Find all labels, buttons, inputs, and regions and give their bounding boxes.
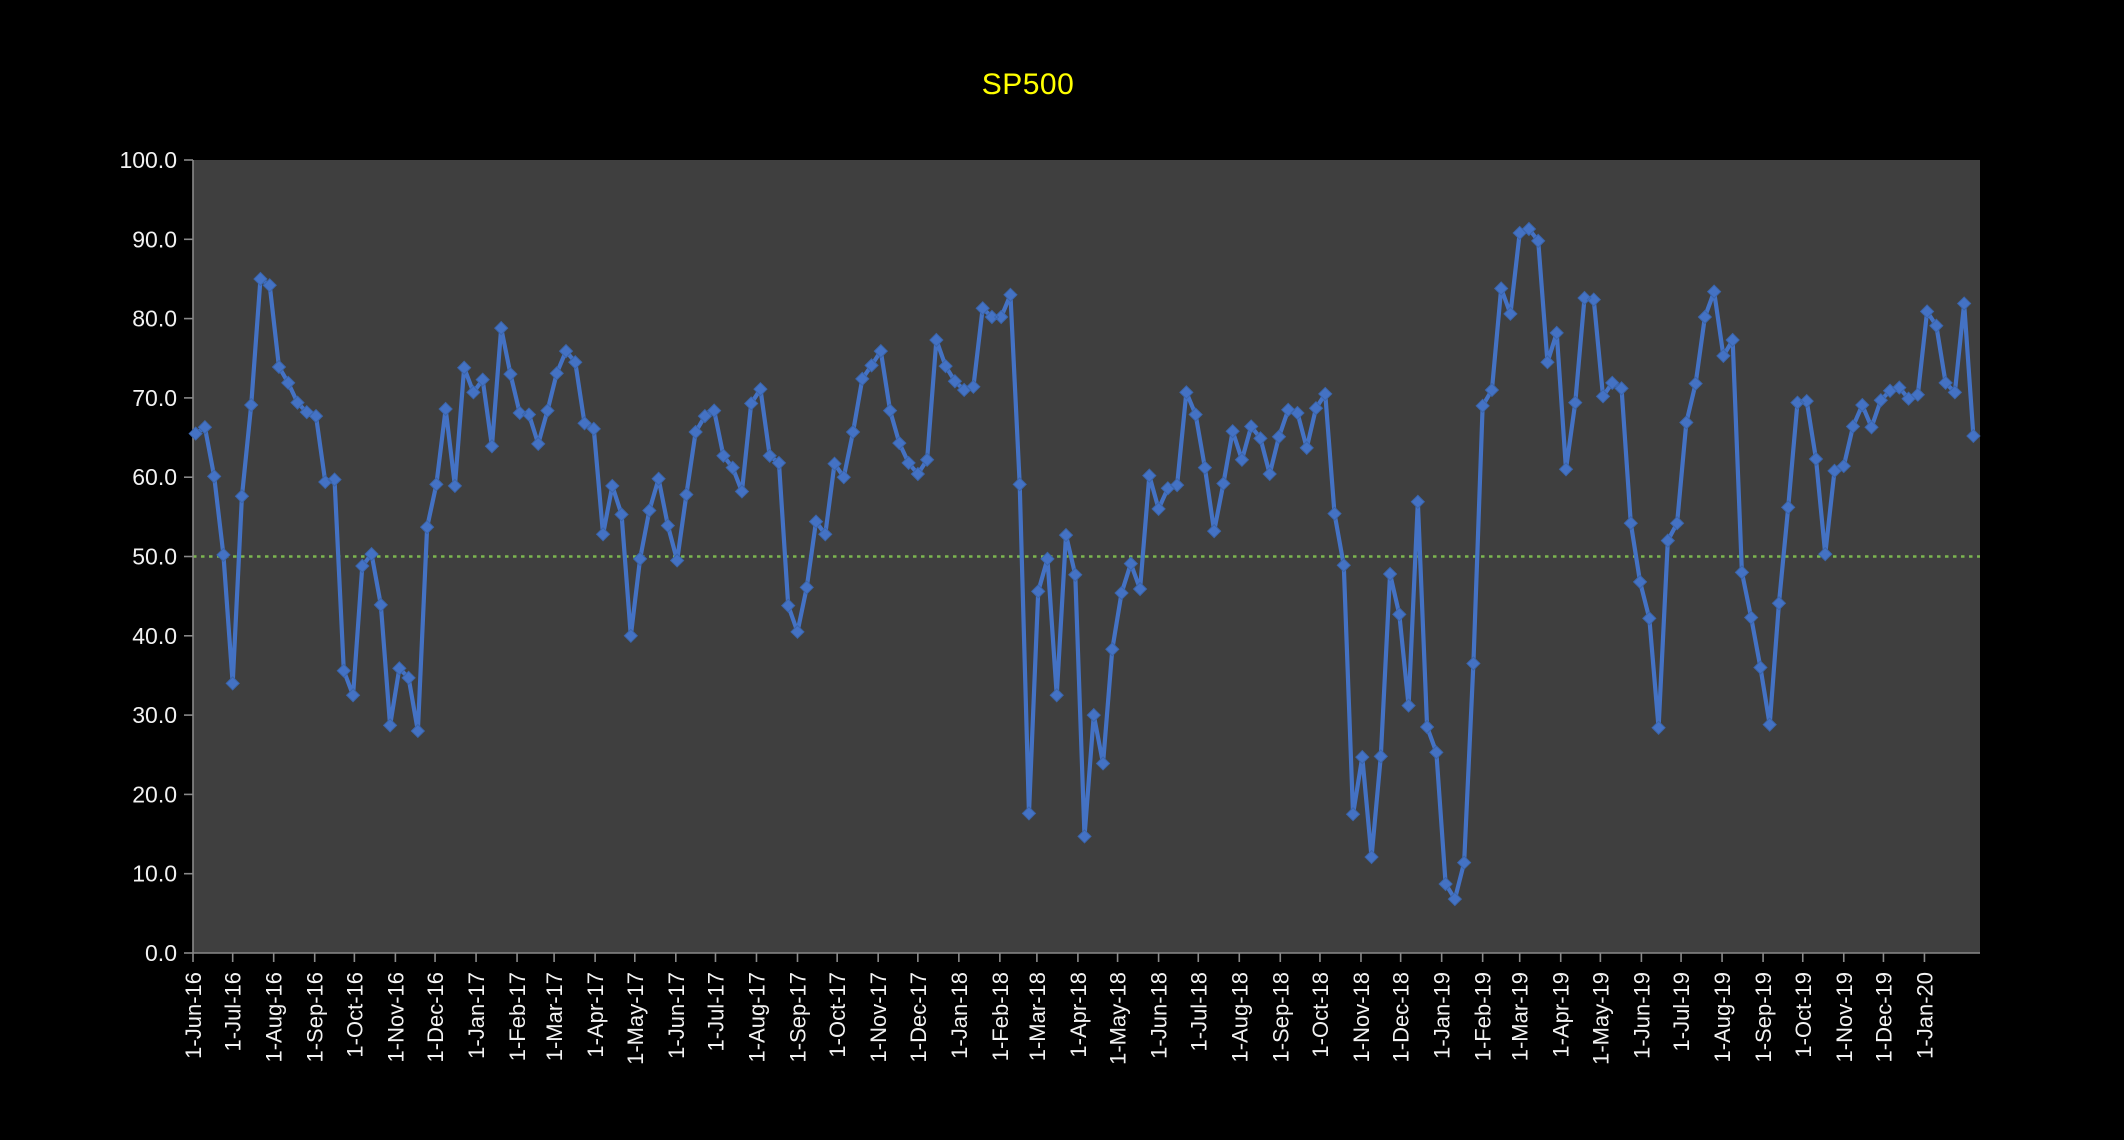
x-axis-tick-label: 1-Nov-19 [1832, 972, 1857, 1062]
y-axis-tick-label: 0.0 [145, 940, 177, 966]
x-axis-tick-label: 1-Nov-17 [866, 972, 891, 1062]
y-axis-tick-label: 80.0 [132, 306, 177, 332]
x-axis-tick-label: 1-Mar-17 [542, 972, 567, 1061]
x-axis-tick-label: 1-Jul-19 [1669, 972, 1694, 1051]
y-axis-tick-label: 40.0 [132, 623, 177, 649]
x-axis-tick-label: 1-Dec-17 [906, 972, 931, 1062]
x-axis-tick-label: 1-Oct-18 [1308, 972, 1333, 1058]
y-axis-tick-label: 70.0 [132, 385, 177, 411]
x-axis-tick-label: 1-Apr-19 [1549, 972, 1574, 1058]
y-axis-tick-label: 50.0 [132, 544, 177, 570]
x-axis-tick-label: 1-Jan-20 [1912, 972, 1937, 1059]
chart-title: SP500 [981, 68, 1075, 101]
y-axis-tick-label: 30.0 [132, 702, 177, 728]
x-axis-tick-label: 1-May-17 [623, 972, 648, 1065]
x-axis-tick-label: 1-Jun-18 [1147, 972, 1172, 1059]
y-axis-tick-label: 20.0 [132, 781, 177, 807]
x-axis-tick-label: 1-Sep-16 [303, 972, 328, 1063]
x-axis-tick-label: 1-Sep-19 [1751, 972, 1776, 1063]
x-axis-tick-label: 1-Dec-18 [1389, 972, 1414, 1062]
x-axis-tick-label: 1-Dec-16 [423, 972, 448, 1062]
x-axis-tick-label: 1-Oct-17 [825, 972, 850, 1058]
x-axis-tick-label: 1-Aug-18 [1227, 972, 1252, 1063]
x-axis-tick-label: 1-Jan-18 [947, 972, 972, 1059]
x-axis-tick-label: 1-Aug-16 [262, 972, 287, 1063]
x-axis-tick-label: 1-Jul-16 [221, 972, 246, 1051]
x-axis-tick-label: 1-May-19 [1588, 972, 1613, 1065]
x-axis-tick-label: 1-Feb-17 [505, 972, 530, 1061]
x-axis-tick-label: 1-Jun-16 [181, 972, 206, 1059]
x-axis-tick-label: 1-Jan-17 [464, 972, 489, 1059]
x-axis-tick-label: 1-Aug-17 [744, 972, 769, 1063]
x-axis-tick-label: 1-Jun-17 [664, 972, 689, 1059]
x-axis-tick-label: 1-Jul-17 [703, 972, 728, 1051]
x-axis-tick-label: 1-Jun-19 [1629, 972, 1654, 1059]
x-axis-tick-label: 1-Apr-17 [583, 972, 608, 1058]
x-axis-tick-label: 1-Apr-18 [1066, 972, 1091, 1058]
x-axis-tick-label: 1-May-18 [1106, 972, 1131, 1065]
x-axis-tick-label: 1-Nov-18 [1349, 972, 1374, 1062]
y-axis-tick-label: 100.0 [119, 147, 177, 173]
x-axis-tick-label: 1-Mar-18 [1025, 972, 1050, 1061]
x-axis-tick-label: 1-Sep-17 [785, 972, 810, 1063]
x-axis-tick-label: 1-Oct-19 [1791, 972, 1816, 1058]
x-axis-tick-label: 1-Jul-18 [1186, 972, 1211, 1051]
x-axis-tick-label: 1-Feb-19 [1471, 972, 1496, 1061]
x-axis-tick-label: 1-Nov-16 [383, 972, 408, 1062]
y-axis-tick-label: 60.0 [132, 464, 177, 490]
x-axis-tick-label: 1-Dec-19 [1871, 972, 1896, 1062]
y-axis-tick-label: 10.0 [132, 861, 177, 887]
x-axis-tick-label: 1-Jan-19 [1430, 972, 1455, 1059]
x-axis-tick-label: 1-Oct-16 [342, 972, 367, 1058]
x-axis-tick-label: 1-Mar-19 [1508, 972, 1533, 1061]
x-axis-tick-label: 1-Aug-19 [1710, 972, 1735, 1063]
y-axis-tick-label: 90.0 [132, 226, 177, 252]
series-markers-sp500 [188, 221, 1981, 907]
x-axis-tick-label: 1-Sep-18 [1268, 972, 1293, 1063]
x-axis-tick-label: 1-Feb-18 [988, 972, 1013, 1061]
